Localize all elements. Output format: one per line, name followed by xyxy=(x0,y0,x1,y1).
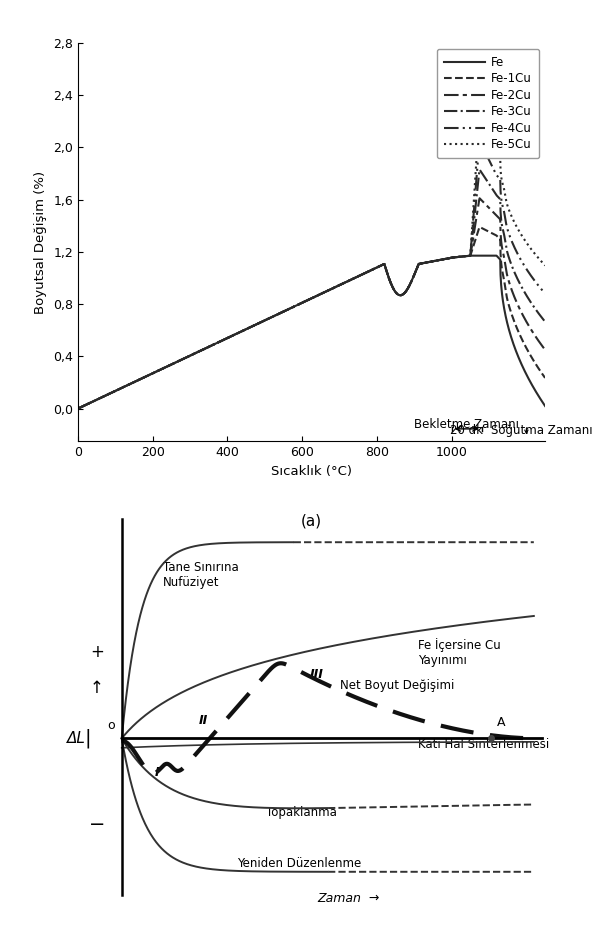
Fe-3Cu xyxy=(434,254,441,266)
Text: ↑: ↑ xyxy=(90,679,104,698)
Fe xyxy=(467,250,474,261)
Text: Bekletme Zamanı: Bekletme Zamanı xyxy=(414,418,519,431)
Fe-5Cu xyxy=(506,206,513,217)
Fe-2Cu xyxy=(455,251,462,263)
Fe-4Cu xyxy=(434,254,441,266)
Fe xyxy=(434,254,441,266)
Fe-4Cu xyxy=(541,288,549,299)
Fe-1Cu xyxy=(428,256,435,268)
Fe xyxy=(455,251,462,263)
Line: Fe-3Cu: Fe-3Cu xyxy=(78,170,545,409)
Text: +: + xyxy=(90,643,104,661)
Fe-2Cu xyxy=(506,278,513,289)
Fe-5Cu xyxy=(455,251,462,263)
Fe-5Cu xyxy=(74,403,81,415)
Fe xyxy=(246,322,253,333)
Fe-3Cu xyxy=(506,254,513,266)
Text: Yeniden Düzenlenme: Yeniden Düzenlenme xyxy=(237,858,361,870)
Line: Fe: Fe xyxy=(78,255,545,409)
Text: A: A xyxy=(497,716,506,729)
Fe xyxy=(428,256,435,268)
Y-axis label: Boyutsal Değişim (%): Boyutsal Değişim (%) xyxy=(35,171,47,313)
Fe-4Cu xyxy=(506,230,513,241)
Fe-5Cu xyxy=(428,256,435,268)
Text: Soğutma Zamanı: Soğutma Zamanı xyxy=(491,424,592,437)
Fe-3Cu xyxy=(246,322,253,333)
Text: o: o xyxy=(108,719,115,732)
Fe-2Cu xyxy=(541,344,549,356)
Line: Fe-5Cu: Fe-5Cu xyxy=(78,112,545,409)
Fe-5Cu xyxy=(246,322,253,333)
Fe-1Cu xyxy=(246,322,253,333)
Fe-5Cu xyxy=(98,392,105,403)
Fe xyxy=(98,392,105,403)
Fe-1Cu xyxy=(541,372,549,383)
Fe-3Cu xyxy=(74,403,81,415)
Line: Fe-4Cu: Fe-4Cu xyxy=(78,140,545,409)
Fe-5Cu xyxy=(476,106,483,118)
Text: Fe İçersine Cu
Yayınımı: Fe İçersine Cu Yayınımı xyxy=(419,638,501,666)
Text: I: I xyxy=(155,767,159,779)
Text: |: | xyxy=(84,729,91,748)
Fe-4Cu xyxy=(455,251,462,263)
Line: Fe-2Cu: Fe-2Cu xyxy=(78,198,545,409)
Text: Zaman  →: Zaman → xyxy=(317,892,380,905)
Text: (a): (a) xyxy=(301,513,322,528)
Text: −: − xyxy=(89,815,105,834)
X-axis label: Sıcaklık (°C): Sıcaklık (°C) xyxy=(271,465,352,477)
Fe-1Cu xyxy=(455,251,462,263)
Legend: Fe, Fe-1Cu, Fe-2Cu, Fe-3Cu, Fe-4Cu, Fe-5Cu: Fe, Fe-1Cu, Fe-2Cu, Fe-3Cu, Fe-4Cu, Fe-5… xyxy=(437,48,539,158)
Fe-4Cu xyxy=(98,392,105,403)
Fe-4Cu xyxy=(428,256,435,268)
Text: Tane Sınırına
Nufüziyet: Tane Sınırına Nufüziyet xyxy=(163,561,238,589)
Fe xyxy=(506,326,513,338)
Fe-4Cu xyxy=(476,135,483,146)
Fe-2Cu xyxy=(246,322,253,333)
Fe-2Cu xyxy=(434,254,441,266)
Fe-5Cu xyxy=(541,260,549,271)
Fe-3Cu xyxy=(476,164,483,176)
Fe-2Cu xyxy=(74,403,81,415)
Text: Net Boyut Değişimi: Net Boyut Değişimi xyxy=(340,679,455,692)
Text: 20 dk: 20 dk xyxy=(450,424,483,437)
Fe-3Cu xyxy=(541,316,549,327)
Fe xyxy=(74,403,81,415)
Fe-1Cu xyxy=(98,392,105,403)
Fe-1Cu xyxy=(476,221,483,233)
Text: II: II xyxy=(198,715,207,727)
Text: ΔL: ΔL xyxy=(67,731,86,746)
Fe-2Cu xyxy=(476,193,483,204)
Fe-1Cu xyxy=(74,403,81,415)
Fe-2Cu xyxy=(428,256,435,268)
Fe-5Cu xyxy=(434,254,441,266)
Line: Fe-1Cu: Fe-1Cu xyxy=(78,227,545,409)
Fe-3Cu xyxy=(98,392,105,403)
Fe-3Cu xyxy=(455,251,462,263)
Fe-3Cu xyxy=(428,256,435,268)
Fe-2Cu xyxy=(98,392,105,403)
Fe-4Cu xyxy=(246,322,253,333)
Fe-4Cu xyxy=(74,403,81,415)
Fe-1Cu xyxy=(434,254,441,266)
Fe-1Cu xyxy=(506,302,513,313)
Fe xyxy=(541,400,549,412)
Text: Katı Hal Sinterlenmesi: Katı Hal Sinterlenmesi xyxy=(419,738,550,752)
Text: III: III xyxy=(310,668,323,680)
Text: Topaklanma: Topaklanma xyxy=(266,806,337,819)
